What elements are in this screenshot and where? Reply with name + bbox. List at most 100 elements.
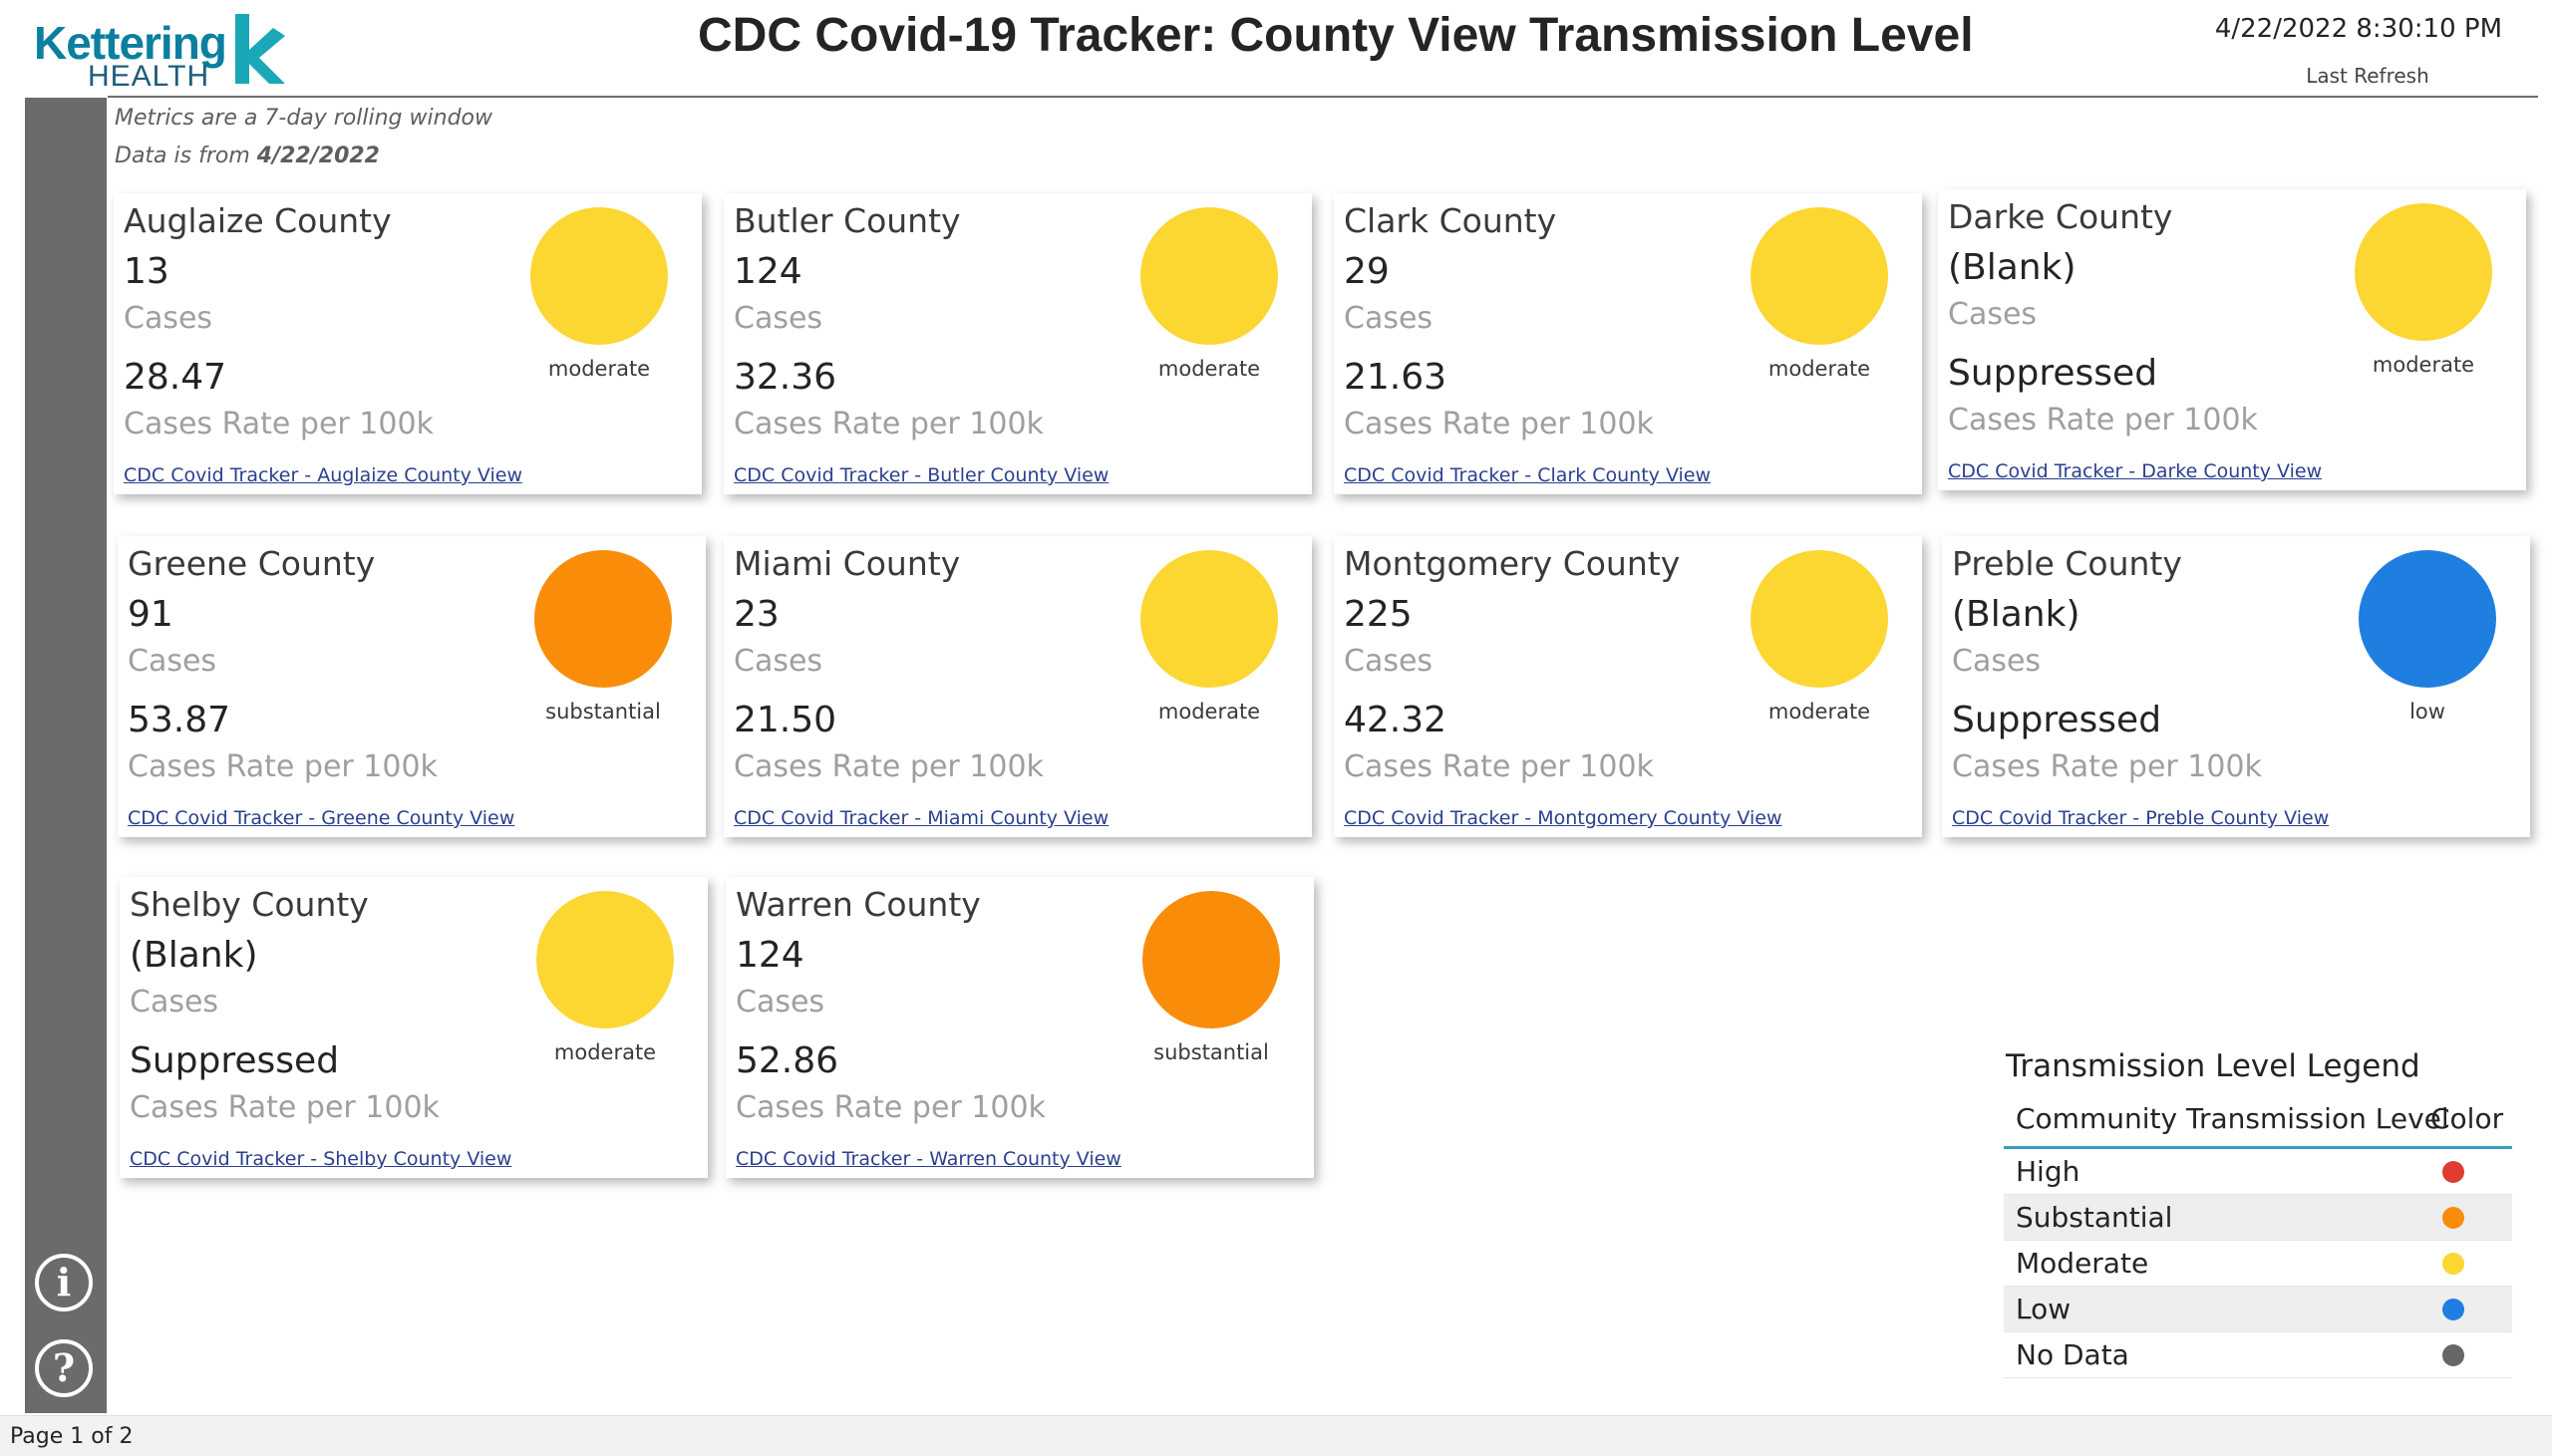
case-rate: Suppressed bbox=[1948, 353, 2158, 394]
help-icon[interactable]: ? bbox=[35, 1339, 93, 1397]
cases-label: Cases bbox=[124, 301, 213, 336]
case-rate: 32.36 bbox=[734, 357, 837, 398]
transmission-legend: Transmission Level Legend Community Tran… bbox=[2004, 1048, 2512, 1378]
logo-mark-icon bbox=[235, 14, 285, 84]
cdc-tracker-link[interactable]: CDC Covid Tracker - Butler County View bbox=[734, 464, 1110, 486]
county-name: Auglaize County bbox=[124, 201, 392, 240]
case-count: 225 bbox=[1344, 594, 1413, 635]
legend-level-name: High bbox=[2016, 1155, 2080, 1188]
cdc-tracker-link[interactable]: CDC Covid Tracker - Greene County View bbox=[128, 807, 515, 829]
legend-color-dot bbox=[2442, 1253, 2464, 1275]
case-rate: 21.63 bbox=[1344, 357, 1447, 398]
case-rate-label: Cases Rate per 100k bbox=[1344, 749, 1654, 784]
data-date-value: 4/22/2022 bbox=[256, 144, 380, 168]
county-card: Butler County 124 Cases 32.36 Cases Rate… bbox=[724, 193, 1312, 494]
case-rate-label: Cases Rate per 100k bbox=[1344, 407, 1654, 441]
county-card: Auglaize County 13 Cases 28.47 Cases Rat… bbox=[114, 193, 702, 494]
kettering-health-logo: Kettering HEALTH bbox=[34, 10, 295, 93]
legend-row: No Data bbox=[2004, 1332, 2512, 1378]
county-card: Clark County 29 Cases 21.63 Cases Rate p… bbox=[1334, 193, 1922, 494]
case-count: 124 bbox=[734, 251, 802, 292]
county-name: Clark County bbox=[1344, 201, 1557, 240]
cases-label: Cases bbox=[734, 301, 823, 336]
case-rate: 52.86 bbox=[736, 1040, 839, 1081]
logo-wordmark-bottom: HEALTH bbox=[88, 60, 210, 93]
case-count: (Blank) bbox=[130, 935, 258, 976]
case-count: 91 bbox=[128, 594, 173, 635]
transmission-level-dot bbox=[1142, 891, 1280, 1028]
cases-label: Cases bbox=[734, 644, 823, 679]
case-rate-label: Cases Rate per 100k bbox=[124, 407, 434, 441]
case-count: (Blank) bbox=[1948, 247, 2076, 288]
legend-row: Substantial bbox=[2004, 1195, 2512, 1241]
county-name: Shelby County bbox=[130, 885, 369, 924]
page-indicator[interactable]: Page 1 of 2 bbox=[10, 1424, 134, 1449]
legend-level-column-header[interactable]: Community Transmission Level bbox=[2016, 1102, 2449, 1135]
legend-color-column-header[interactable]: Color bbox=[2430, 1102, 2504, 1135]
transmission-level-label: moderate bbox=[1157, 700, 1261, 724]
page-footer: Page 1 of 2 bbox=[0, 1415, 2552, 1456]
cdc-tracker-link[interactable]: CDC Covid Tracker - Miami County View bbox=[734, 807, 1110, 829]
cdc-tracker-link[interactable]: CDC Covid Tracker - Warren County View bbox=[736, 1148, 1121, 1170]
header-divider bbox=[108, 96, 2538, 98]
data-date-note: Data is from 4/22/2022 bbox=[115, 144, 380, 168]
transmission-level-label: low bbox=[2409, 700, 2445, 724]
cdc-tracker-link[interactable]: CDC Covid Tracker - Preble County View bbox=[1952, 807, 2330, 829]
legend-color-dot bbox=[2442, 1161, 2464, 1183]
data-date-prefix: Data is from bbox=[115, 144, 257, 168]
transmission-level-dot bbox=[536, 891, 674, 1028]
transmission-level-label: moderate bbox=[1157, 357, 1261, 381]
transmission-level-label: moderate bbox=[1767, 700, 1871, 724]
county-name: Greene County bbox=[128, 544, 376, 583]
county-card: Preble County (Blank) Cases Suppressed C… bbox=[1942, 536, 2530, 837]
last-refresh-label: Last Refresh bbox=[2306, 64, 2429, 88]
legend-level-name: Moderate bbox=[2016, 1247, 2149, 1280]
county-card: Darke County (Blank) Cases Suppressed Ca… bbox=[1938, 189, 2526, 490]
transmission-level-label: substantial bbox=[1153, 1040, 1269, 1064]
case-rate: Suppressed bbox=[1952, 700, 2162, 740]
cases-label: Cases bbox=[128, 644, 217, 679]
case-count: 124 bbox=[736, 935, 804, 976]
report-header: Kettering HEALTH CDC Covid-19 Tracker: C… bbox=[0, 0, 2552, 96]
transmission-level-dot bbox=[2355, 203, 2492, 341]
logo-wordmark-top: Kettering bbox=[34, 17, 227, 69]
transmission-level-label: moderate bbox=[1767, 357, 1871, 381]
cdc-tracker-link[interactable]: CDC Covid Tracker - Montgomery County Vi… bbox=[1344, 807, 1782, 829]
case-rate: 42.32 bbox=[1344, 700, 1447, 740]
cases-label: Cases bbox=[1344, 301, 1434, 336]
legend-row: Low bbox=[2004, 1287, 2512, 1332]
legend-level-name: No Data bbox=[2016, 1338, 2129, 1371]
cdc-tracker-link[interactable]: CDC Covid Tracker - Darke County View bbox=[1948, 460, 2323, 482]
report-title: CDC Covid-19 Tracker: County View Transm… bbox=[698, 9, 1974, 62]
left-rail: i ? bbox=[25, 98, 107, 1413]
cases-label: Cases bbox=[1948, 297, 2038, 332]
county-card: Miami County 23 Cases 21.50 Cases Rate p… bbox=[724, 536, 1312, 837]
legend-header-row: Community Transmission Level Color bbox=[2004, 1090, 2512, 1149]
cdc-tracker-link[interactable]: CDC Covid Tracker - Clark County View bbox=[1344, 464, 1712, 486]
transmission-level-dot bbox=[1751, 207, 1888, 345]
case-count: 23 bbox=[734, 594, 780, 635]
county-name: Warren County bbox=[736, 885, 981, 924]
county-card: Montgomery County 225 Cases 42.32 Cases … bbox=[1334, 536, 1922, 837]
case-rate-label: Cases Rate per 100k bbox=[734, 749, 1044, 784]
case-rate: Suppressed bbox=[130, 1040, 340, 1081]
info-icon[interactable]: i bbox=[35, 1254, 93, 1311]
case-rate: 28.47 bbox=[124, 357, 227, 398]
legend-color-dot bbox=[2442, 1344, 2464, 1366]
transmission-level-label: substantial bbox=[545, 700, 661, 724]
cases-label: Cases bbox=[130, 985, 219, 1019]
last-refresh-time: 4/22/2022 8:30:10 PM bbox=[2214, 14, 2502, 44]
cases-label: Cases bbox=[736, 985, 825, 1019]
county-name: Preble County bbox=[1952, 544, 2182, 583]
county-card: Greene County 91 Cases 53.87 Cases Rate … bbox=[118, 536, 706, 837]
county-name: Darke County bbox=[1948, 197, 2173, 236]
transmission-level-label: moderate bbox=[553, 1040, 657, 1064]
legend-row: High bbox=[2004, 1149, 2512, 1195]
cdc-tracker-link[interactable]: CDC Covid Tracker - Shelby County View bbox=[130, 1148, 512, 1170]
cdc-tracker-link[interactable]: CDC Covid Tracker - Auglaize County View bbox=[124, 464, 522, 486]
case-rate-label: Cases Rate per 100k bbox=[734, 407, 1044, 441]
case-rate-label: Cases Rate per 100k bbox=[128, 749, 438, 784]
legend-title: Transmission Level Legend bbox=[2006, 1048, 2420, 1084]
case-count: 29 bbox=[1344, 251, 1390, 292]
legend-row: Moderate bbox=[2004, 1241, 2512, 1287]
